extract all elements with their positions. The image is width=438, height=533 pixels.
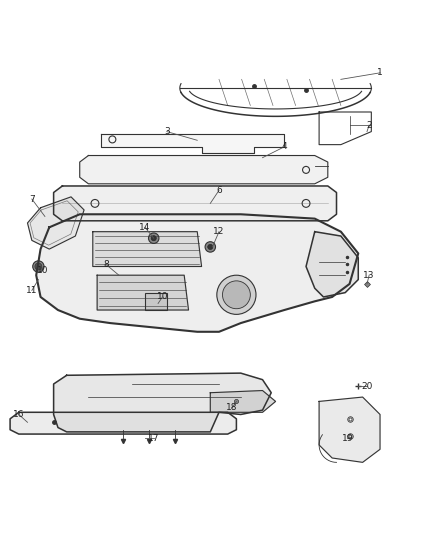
Text: 12: 12: [213, 227, 225, 236]
Text: 13: 13: [364, 271, 375, 280]
Bar: [145, 293, 167, 310]
Polygon shape: [36, 214, 358, 332]
Text: 20: 20: [361, 382, 373, 391]
Polygon shape: [97, 275, 188, 310]
Polygon shape: [93, 232, 201, 266]
Text: 11: 11: [26, 286, 38, 295]
Polygon shape: [319, 397, 380, 462]
Polygon shape: [53, 373, 271, 432]
Circle shape: [33, 261, 44, 272]
Text: 19: 19: [342, 434, 353, 443]
Text: 7: 7: [29, 195, 35, 204]
Polygon shape: [80, 156, 328, 184]
Text: 14: 14: [139, 223, 151, 232]
Polygon shape: [306, 232, 358, 297]
Polygon shape: [28, 197, 84, 249]
Circle shape: [35, 263, 42, 270]
Circle shape: [208, 244, 213, 249]
Text: 18: 18: [226, 403, 238, 413]
Polygon shape: [210, 391, 276, 413]
Polygon shape: [53, 186, 336, 221]
Text: 16: 16: [13, 410, 25, 419]
Text: 1: 1: [377, 68, 383, 77]
Polygon shape: [10, 413, 237, 434]
Circle shape: [148, 233, 159, 244]
Circle shape: [223, 281, 251, 309]
Circle shape: [151, 236, 156, 241]
Text: 4: 4: [282, 142, 287, 151]
Polygon shape: [102, 134, 284, 154]
Text: 17: 17: [148, 434, 159, 443]
Circle shape: [205, 241, 215, 252]
Text: 6: 6: [216, 186, 222, 195]
Text: 2: 2: [366, 120, 372, 130]
Circle shape: [217, 275, 256, 314]
Text: 10: 10: [37, 266, 49, 276]
Text: 3: 3: [164, 127, 170, 136]
Text: 8: 8: [103, 260, 109, 269]
Text: 10: 10: [157, 293, 168, 302]
